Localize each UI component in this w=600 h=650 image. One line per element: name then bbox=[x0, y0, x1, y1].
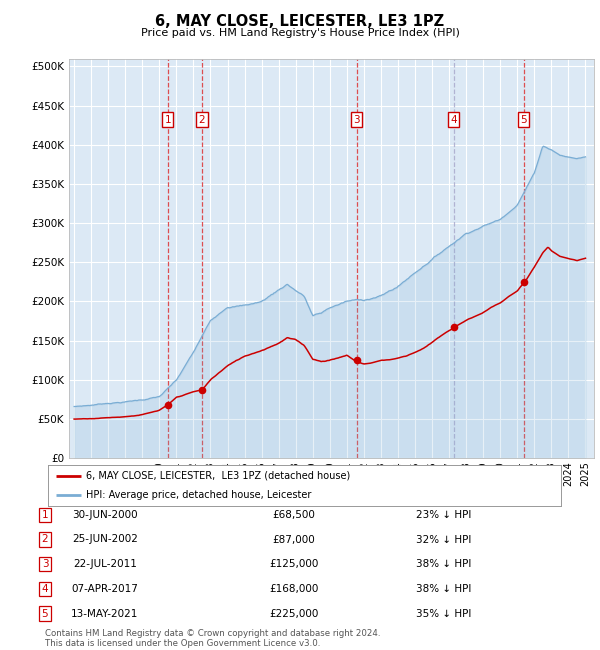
Text: 23% ↓ HPI: 23% ↓ HPI bbox=[416, 510, 472, 520]
Text: 07-APR-2017: 07-APR-2017 bbox=[71, 584, 139, 594]
Text: 30-JUN-2000: 30-JUN-2000 bbox=[72, 510, 138, 520]
Text: 35% ↓ HPI: 35% ↓ HPI bbox=[416, 608, 472, 619]
Text: £168,000: £168,000 bbox=[269, 584, 319, 594]
Text: 25-JUN-2002: 25-JUN-2002 bbox=[72, 534, 138, 545]
Text: 22-JUL-2011: 22-JUL-2011 bbox=[73, 559, 137, 569]
Text: £87,000: £87,000 bbox=[272, 534, 316, 545]
Text: £125,000: £125,000 bbox=[269, 559, 319, 569]
Text: 1: 1 bbox=[41, 510, 49, 520]
Text: 2: 2 bbox=[41, 534, 49, 545]
Text: 4: 4 bbox=[451, 114, 457, 125]
Text: £225,000: £225,000 bbox=[269, 608, 319, 619]
Text: 3: 3 bbox=[41, 559, 49, 569]
Text: 2: 2 bbox=[199, 114, 205, 125]
Text: 5: 5 bbox=[520, 114, 527, 125]
Text: 6, MAY CLOSE, LEICESTER,  LE3 1PZ (detached house): 6, MAY CLOSE, LEICESTER, LE3 1PZ (detach… bbox=[86, 471, 351, 481]
Text: 4: 4 bbox=[41, 584, 49, 594]
Text: 5: 5 bbox=[41, 608, 49, 619]
Text: 38% ↓ HPI: 38% ↓ HPI bbox=[416, 584, 472, 594]
Text: 32% ↓ HPI: 32% ↓ HPI bbox=[416, 534, 472, 545]
Text: 3: 3 bbox=[353, 114, 360, 125]
Text: 1: 1 bbox=[164, 114, 171, 125]
Text: 6, MAY CLOSE, LEICESTER, LE3 1PZ: 6, MAY CLOSE, LEICESTER, LE3 1PZ bbox=[155, 14, 445, 29]
Text: 38% ↓ HPI: 38% ↓ HPI bbox=[416, 559, 472, 569]
Text: Contains HM Land Registry data © Crown copyright and database right 2024.: Contains HM Land Registry data © Crown c… bbox=[45, 629, 380, 638]
Text: £68,500: £68,500 bbox=[272, 510, 316, 520]
Text: HPI: Average price, detached house, Leicester: HPI: Average price, detached house, Leic… bbox=[86, 490, 312, 501]
Text: This data is licensed under the Open Government Licence v3.0.: This data is licensed under the Open Gov… bbox=[45, 639, 320, 648]
Text: Price paid vs. HM Land Registry's House Price Index (HPI): Price paid vs. HM Land Registry's House … bbox=[140, 28, 460, 38]
Text: 13-MAY-2021: 13-MAY-2021 bbox=[71, 608, 139, 619]
